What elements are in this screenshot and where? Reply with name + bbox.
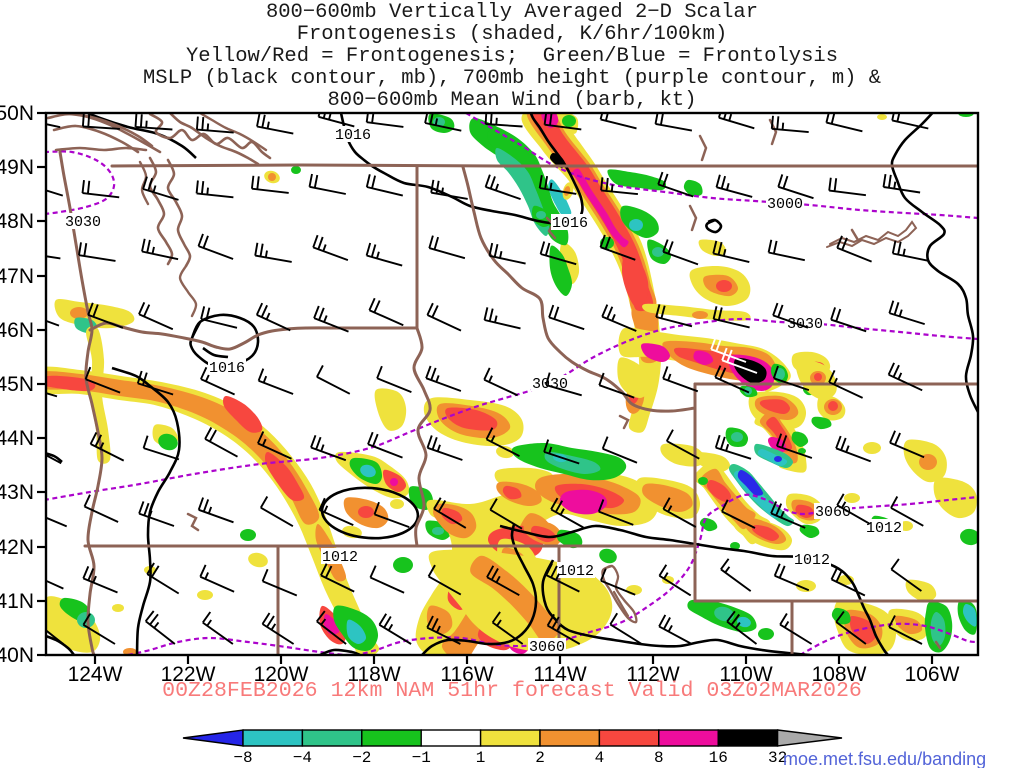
svg-text:49N: 49N [0,156,34,179]
svg-text:1016: 1016 [335,127,371,144]
svg-text:40N: 40N [0,644,34,667]
svg-text:3030: 3030 [65,214,101,231]
svg-text:108W: 108W [812,663,867,686]
svg-text:3060: 3060 [815,504,851,521]
svg-text:110W: 110W [719,663,772,686]
svg-text:41N: 41N [0,590,34,613]
svg-text:48N: 48N [0,210,34,233]
svg-text:1012: 1012 [866,520,902,537]
svg-text:106W: 106W [905,663,960,686]
svg-text:8: 8 [654,749,664,767]
svg-text:16: 16 [709,749,728,767]
svg-text:1012: 1012 [794,552,830,569]
svg-text:−4: −4 [293,749,312,767]
svg-text:1016: 1016 [552,215,588,232]
svg-text:47N: 47N [0,265,34,288]
svg-text:3030: 3030 [787,316,823,333]
svg-text:114W: 114W [533,663,586,686]
svg-text:112W: 112W [626,663,679,686]
svg-text:1: 1 [476,749,486,767]
svg-text:4: 4 [595,749,605,767]
svg-text:1016: 1016 [209,360,245,377]
svg-text:3060: 3060 [529,639,565,656]
svg-text:45N: 45N [0,373,34,396]
svg-text:44N: 44N [0,427,34,450]
svg-text:43N: 43N [0,481,34,504]
svg-text:50N: 50N [0,102,34,125]
svg-text:−8: −8 [233,749,252,767]
svg-text:120W: 120W [254,663,309,686]
svg-text:3000: 3000 [767,196,803,213]
svg-text:42N: 42N [0,536,34,559]
svg-text:−1: −1 [412,749,431,767]
svg-text:124W: 124W [68,663,123,686]
svg-text:118W: 118W [347,663,400,686]
svg-text:2: 2 [535,749,545,767]
svg-text:−2: −2 [352,749,371,767]
svg-text:32: 32 [768,749,787,767]
svg-text:122W: 122W [161,663,216,686]
svg-text:116W: 116W [440,663,493,686]
svg-text:1012: 1012 [322,549,358,566]
svg-text:1012: 1012 [558,563,594,580]
svg-text:46N: 46N [0,319,34,342]
